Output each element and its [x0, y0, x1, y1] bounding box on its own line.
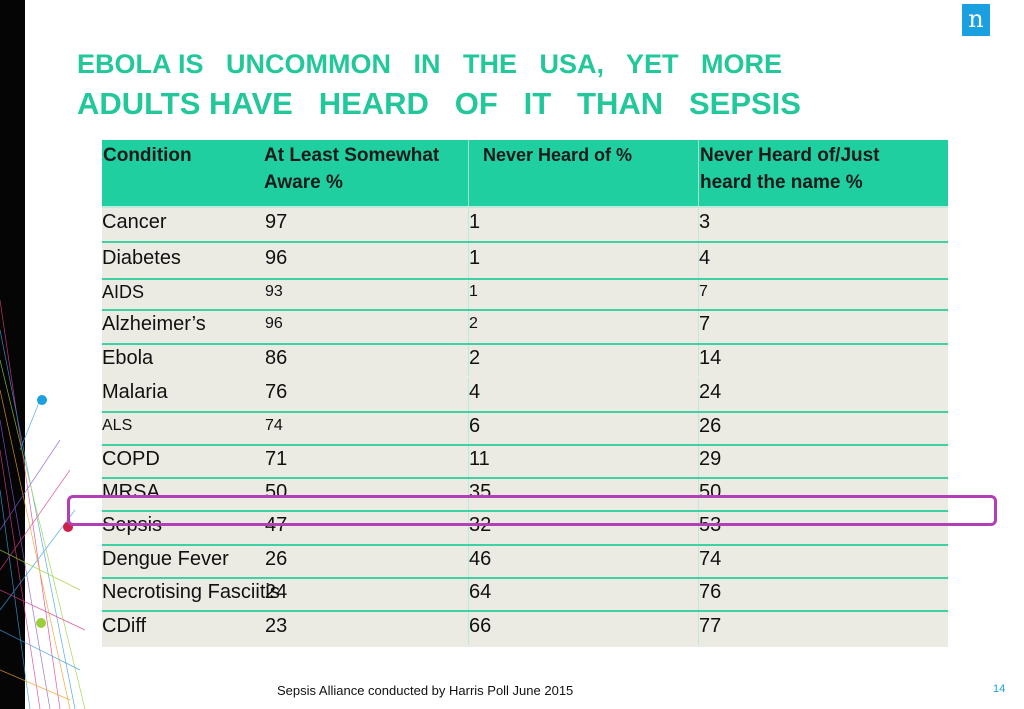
cell-aware: 24 — [265, 580, 288, 603]
table-row: Diabetes 96 1 4 — [102, 243, 948, 280]
cell-aware: 93 — [265, 282, 283, 300]
table-row: Necrotising Fasciitis 24 64 76 — [102, 579, 948, 612]
cell-never-heard: 66 — [469, 614, 492, 637]
cell-aware: 71 — [265, 447, 288, 470]
table-header: Condition At Least Somewhat Aware % Neve… — [102, 140, 948, 208]
cell-condition: Malaria — [102, 380, 168, 403]
cell-never-heard: 4 — [469, 380, 481, 403]
header-aware: At Least Somewhat Aware % — [264, 145, 440, 193]
cell-never-heard-just-name: 7 — [699, 282, 708, 300]
cell-never-heard: 1 — [469, 282, 478, 300]
cell-never-heard: 6 — [469, 414, 481, 437]
table-body: Cancer 97 1 3 Diabetes 96 1 4 AIDS 93 1 7 Alzheimer’… — [102, 208, 948, 647]
cell-never-heard-just-name: 26 — [699, 414, 722, 437]
cell-never-heard-just-name: 76 — [699, 580, 722, 603]
table-row: Dengue Fever 26 46 74 — [102, 546, 948, 579]
cell-never-heard-just-name: 77 — [699, 614, 722, 637]
source-footnote: Sepsis Alliance conducted by Harris Poll… — [277, 683, 574, 698]
page-number: 14 — [993, 683, 1006, 695]
cell-never-heard: 1 — [469, 210, 481, 233]
cell-aware: 26 — [265, 547, 288, 570]
table-row: Malaria 76 4 24 — [102, 378, 948, 413]
cell-aware: 97 — [265, 210, 288, 233]
table-row: Cancer 97 1 3 — [102, 208, 948, 243]
header-never-heard: Never Heard of % — [483, 145, 633, 165]
cell-condition: Ebola — [102, 346, 154, 369]
brand-logo: n — [962, 4, 990, 36]
cell-aware: 96 — [265, 315, 283, 332]
cell-never-heard-just-name: 74 — [699, 547, 722, 570]
cell-never-heard-just-name: 14 — [699, 346, 722, 369]
table-row: AIDS 93 1 7 — [102, 280, 948, 311]
cell-never-heard: 46 — [469, 547, 492, 570]
table-row: COPD 71 11 29 — [102, 446, 948, 479]
cell-condition: Dengue Fever — [102, 547, 229, 570]
cell-never-heard: 2 — [469, 346, 481, 369]
cell-condition: Alzheimer’s — [102, 313, 206, 335]
table-row: CDiff 23 66 77 — [102, 612, 948, 647]
cell-condition: CDiff — [102, 614, 147, 637]
header-condition: Condition — [103, 145, 192, 166]
cell-condition: ALS — [102, 416, 133, 434]
cell-never-heard: 11 — [469, 447, 490, 470]
cell-never-heard-just-name: 3 — [699, 210, 711, 233]
table-row: Alzheimer’s 96 2 7 — [102, 311, 948, 345]
left-decorative-strip — [0, 0, 25, 709]
cell-never-heard: 1 — [469, 246, 481, 269]
cell-condition: Necrotising Fasciitis — [102, 580, 280, 603]
cell-never-heard: 2 — [469, 315, 478, 332]
cell-aware: 76 — [265, 380, 288, 403]
cell-condition: Cancer — [102, 210, 167, 233]
cell-condition: AIDS — [102, 281, 145, 302]
cell-aware: 96 — [265, 246, 288, 269]
sepsis-highlight-box — [67, 495, 997, 526]
awareness-table: Condition At Least Somewhat Aware % Neve… — [102, 140, 948, 647]
cell-never-heard-just-name: 29 — [699, 447, 722, 470]
header-never-heard-just-name: Never Heard of/Just heard the name % — [700, 145, 880, 193]
cell-never-heard-just-name: 4 — [699, 246, 711, 269]
table-row: Ebola 86 2 14 — [102, 345, 948, 378]
table-row: ALS 74 6 26 — [102, 413, 948, 446]
cell-condition: Diabetes — [102, 246, 181, 269]
cell-never-heard-just-name: 24 — [699, 380, 722, 403]
cell-condition: COPD — [102, 447, 160, 470]
slide-title-line-1: EBOLA IS UNCOMMON IN THE USA, YET MORE — [77, 49, 783, 79]
cell-aware: 74 — [265, 416, 283, 434]
cell-aware: 86 — [265, 346, 288, 369]
cell-never-heard: 64 — [469, 580, 492, 603]
slide-title-line-2: ADULTS HAVE HEARD OF IT THAN SEPSIS — [77, 86, 801, 121]
cell-aware: 23 — [265, 614, 288, 637]
decorative-network-graphic — [0, 299, 86, 709]
cell-never-heard-just-name: 7 — [699, 313, 711, 335]
